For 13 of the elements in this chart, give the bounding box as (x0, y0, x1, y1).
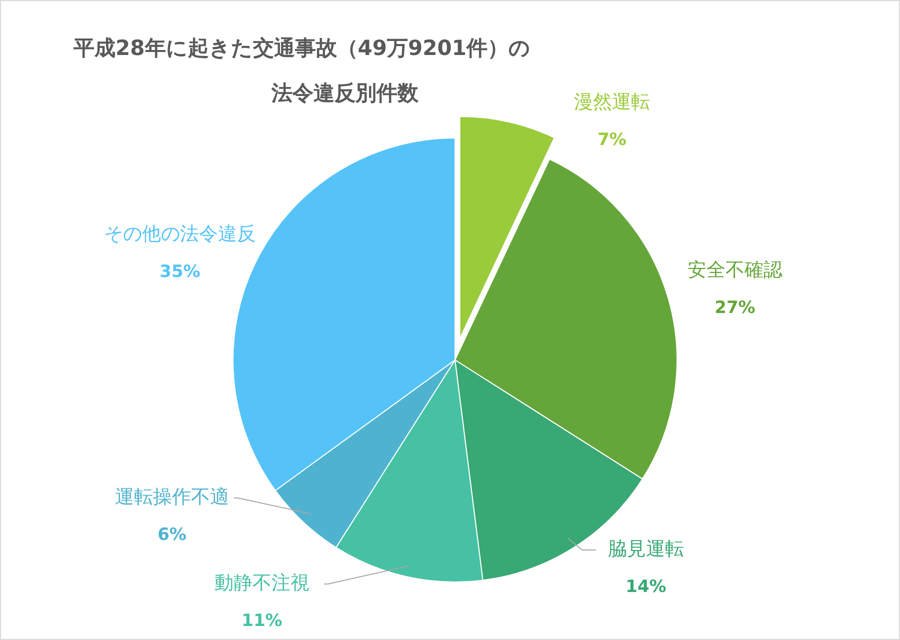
slice-label: 脇見運転 (608, 538, 684, 560)
slice-label: 安全不確認 (688, 259, 782, 281)
chart-title: 平成28年に起きた交通事故（49万9201件）の法令違反別件数 (72, 36, 530, 105)
slice-label: その他の法令違反 (104, 223, 256, 245)
slice-label: 運転操作不適 (115, 486, 229, 508)
data-label: 7% (598, 130, 626, 150)
slice-label: 動静不注視 (214, 572, 310, 594)
data-label: 14% (626, 577, 666, 597)
slice-label: 漫然運転 (574, 91, 650, 113)
data-label: 6% (158, 525, 186, 545)
data-label: 27% (714, 298, 756, 318)
data-label: 11% (242, 611, 282, 631)
data-label: 35% (160, 262, 200, 282)
